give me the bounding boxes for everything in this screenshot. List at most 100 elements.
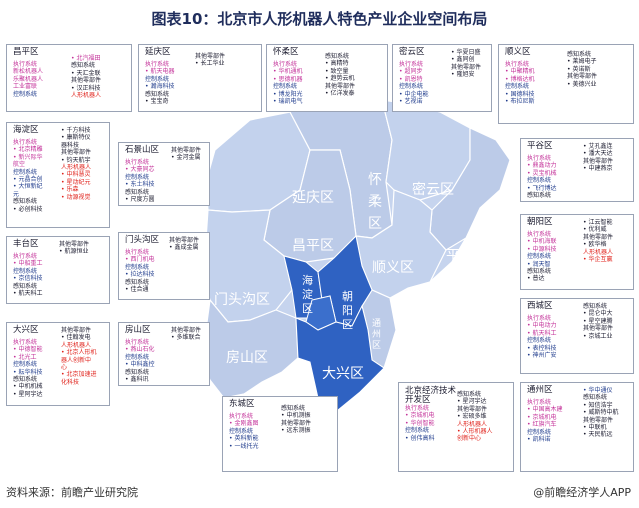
company-entry: • 京城工业 (583, 332, 613, 340)
daxing-region (295, 304, 385, 411)
company-entry: • 灵宝机械 (527, 169, 557, 177)
company-entry: • 耘华科技 (13, 368, 43, 376)
company-entry: • 必创科技 (13, 205, 43, 213)
company-entry: 感知系统 (145, 90, 170, 98)
company-entry: • 西门机电 (125, 256, 155, 264)
company-entry: 执行系统 (125, 249, 150, 256)
company-entry: 控制系统 (125, 173, 150, 181)
company-entry: • 普达 (527, 275, 545, 283)
district-panel-column: 其他零部件 • 佳翰发电 人形机器人 • 北京人形机 器人创新中心 • 北京加速进 化科技 (61, 327, 96, 386)
district-panel-column: 感知系统 • 昆仑中大 • 星空建腾 其他零部件 • 京城工业 (583, 303, 613, 340)
district-panel-mentougou: 门头沟区 执行系统 • 西门机电 控制系统 • 拉达科技 感知系统 • 佳合通 其他零部件 • … (118, 232, 210, 300)
company-entry: 执行系统 (527, 155, 552, 162)
company-entry: • 凯科诺 (527, 436, 551, 444)
map-label-tongzhou-2: 州 (372, 329, 381, 340)
district-panel-yanqing: 延庆区 执行系统 • 航天电器 控制系统 • 瀚海科技 感知系统 • 宝宝奇 其他零部件 • 长… (138, 44, 262, 112)
map-label-yanqing: 延庆区 (292, 190, 334, 206)
company-entry: 元 (13, 190, 20, 198)
company-entry: • 动源视觉 (61, 193, 91, 201)
company-entry: • 千方科技 (61, 127, 91, 134)
company-entry: • 星空建腾 (583, 317, 613, 325)
company-entry: • 中机测振 (281, 412, 311, 420)
company-entry: • 江云智能 (583, 219, 613, 226)
district-panel-column: 执行系统 • 金刚鑫图 控制系统 • 英科新能 • 一线托光 (229, 413, 258, 450)
company-entry: • 布拉尼斯 (505, 98, 535, 106)
map-label-haidian: 海 淀 区 (302, 273, 317, 315)
district-panel-column: 执行系统 • 燕山石化 控制系统 • 中科鑫控 感知系统 • 鑫科讯 (125, 339, 154, 383)
company-entry: • 中联机 (583, 424, 607, 432)
company-entry: 其他零部件 (171, 327, 202, 334)
company-entry: 控制系统 (505, 83, 530, 91)
district-panel-column: 执行系统 • 航天电器 控制系统 • 瀚海科技 感知系统 • 宝宝奇 (145, 61, 174, 105)
company-entry: • 宏硕多维 (457, 413, 487, 421)
company-entry: 其他零部件 (583, 325, 614, 333)
company-entry: • 中德智能 (13, 346, 43, 354)
district-panel-column: 其他零部件 • 长工华业 (195, 53, 225, 68)
company-entry: • 国德科技 (505, 90, 535, 98)
page-source: 资料来源：前瞻产业研究院 (6, 486, 138, 499)
company-entry: 感知系统 (13, 376, 38, 384)
company-entry: • 潘大天达 (583, 150, 613, 158)
company-entry: • 航天科工 (527, 329, 557, 337)
district-panel-column: • 华中通仪 感知系统 • 知信浩宇 • 威斯特中航 其他零部件 • 中联机 • 天民航远 (583, 387, 618, 439)
company-entry: 其他零部件 (171, 147, 202, 154)
district-panel-title: 朝阳区 (527, 217, 553, 227)
company-entry: • 天汇金联 (71, 69, 101, 77)
company-entry: • 博格达机 (505, 75, 535, 83)
company-entry: • 亿洋发泰 (325, 90, 355, 98)
district-panel-title: 顺义区 (505, 47, 531, 57)
district-panel-column: 执行系统 • 北京精雕 • 新兴际华 航空 控制系统 • 元晶合创 • 大恒新纪元感知系统 •… (13, 139, 42, 213)
company-entry: 感知系统 (457, 391, 482, 398)
company-entry: • 东土科技 (125, 181, 155, 189)
company-entry: 人形机器人 (61, 341, 92, 349)
company-entry: • 英科新能 (229, 435, 259, 443)
company-entry: • 京城机电 (527, 413, 557, 421)
company-entry: • 瀚海科技 (145, 83, 175, 91)
company-entry: • 北京人形机 (61, 349, 97, 357)
company-entry: • 佳合通 (125, 286, 149, 294)
map-label-fangshan: 房山区 (226, 350, 268, 366)
district-panel-column: 其他零部件 • 航源恒业 (59, 241, 89, 256)
district-panel-column: • 千方科技 • 康斯特仪 器科技 其他零部件 • 钧天航宇 人形机器人 • 中科慧灵 • 星… (61, 127, 91, 201)
company-entry: 感知系统 (125, 188, 150, 196)
company-entry: 创新中心 (457, 435, 482, 443)
company-entry: • 京城机电 (405, 412, 435, 420)
company-entry: • 天民航远 (583, 431, 613, 439)
company-entry: • 星动纪元 (61, 178, 91, 186)
company-entry: • 瑞凯电气 (273, 98, 303, 106)
company-entry: 航空 (13, 161, 26, 169)
district-panel-tongzhou: 通州区 执行系统 • 中国高木建 • 京城机电 • 红旗汽车 控制系统 • 凯科诺 • 华中通… (520, 382, 634, 472)
district-panel-column: 其他零部件 • 多维联合 (171, 327, 201, 342)
company-entry: 控制系统 (273, 83, 298, 91)
map-label-chaoyang-2: 阳 (342, 304, 353, 317)
company-entry: • 中聚精机 (505, 68, 535, 76)
company-entry: 感知系统 (583, 394, 608, 402)
company-entry: • 航源恒业 (59, 248, 89, 256)
district-panel-column: 执行系统 • 西门机电 控制系统 • 拉达科技 感知系统 • 佳合通 (125, 249, 154, 293)
company-entry: 工业富联 (13, 83, 38, 91)
map-label-huairou-2: 柔 (368, 194, 382, 210)
map-label-miyun: 密云区 (412, 181, 454, 198)
company-entry: 控制系统 (399, 83, 424, 91)
district-panel-column: • 江云智能 • 优利威 其他零部件 • 欧华格 人形机器人 • 华企互赢 (583, 219, 613, 263)
district-panel-column: 执行系统 • 京城机电 • 华创智能 控制系统 • 创伟高科 (405, 405, 434, 442)
company-entry: 其他零部件 (451, 63, 482, 71)
map-label-mentougou: 门头沟区 (214, 292, 270, 308)
map-label-shunyi: 顺义区 (372, 260, 414, 276)
company-entry: • 航天电器 (145, 68, 175, 76)
company-entry: • 中科慧灵 (61, 171, 91, 179)
company-entry: 控制系统 (125, 353, 150, 361)
company-entry: • 中机海联 (527, 238, 557, 246)
company-entry: • 神州广安 (527, 352, 557, 360)
company-entry: • 威斯特中航 (583, 409, 619, 417)
company-entry: • 润天智 (527, 260, 551, 268)
company-entry: 感知系统 (13, 282, 38, 290)
company-entry: 乐聚机器人 (13, 75, 44, 83)
company-entry: 其他零部件 (583, 416, 614, 424)
district-panel-chaoyang: 朝阳区 执行系统 • 中机海联 • 中源科技 控制系统 • 润天智 感知系统 • 普达 • 江云… (520, 214, 634, 290)
company-entry: • 北京加速进 (61, 371, 97, 379)
company-entry: 感知系统 (281, 405, 306, 412)
company-entry: 控制系统 (13, 361, 38, 369)
company-entry: • 长工华业 (195, 60, 225, 68)
company-entry: 其他零部件 (169, 237, 200, 244)
